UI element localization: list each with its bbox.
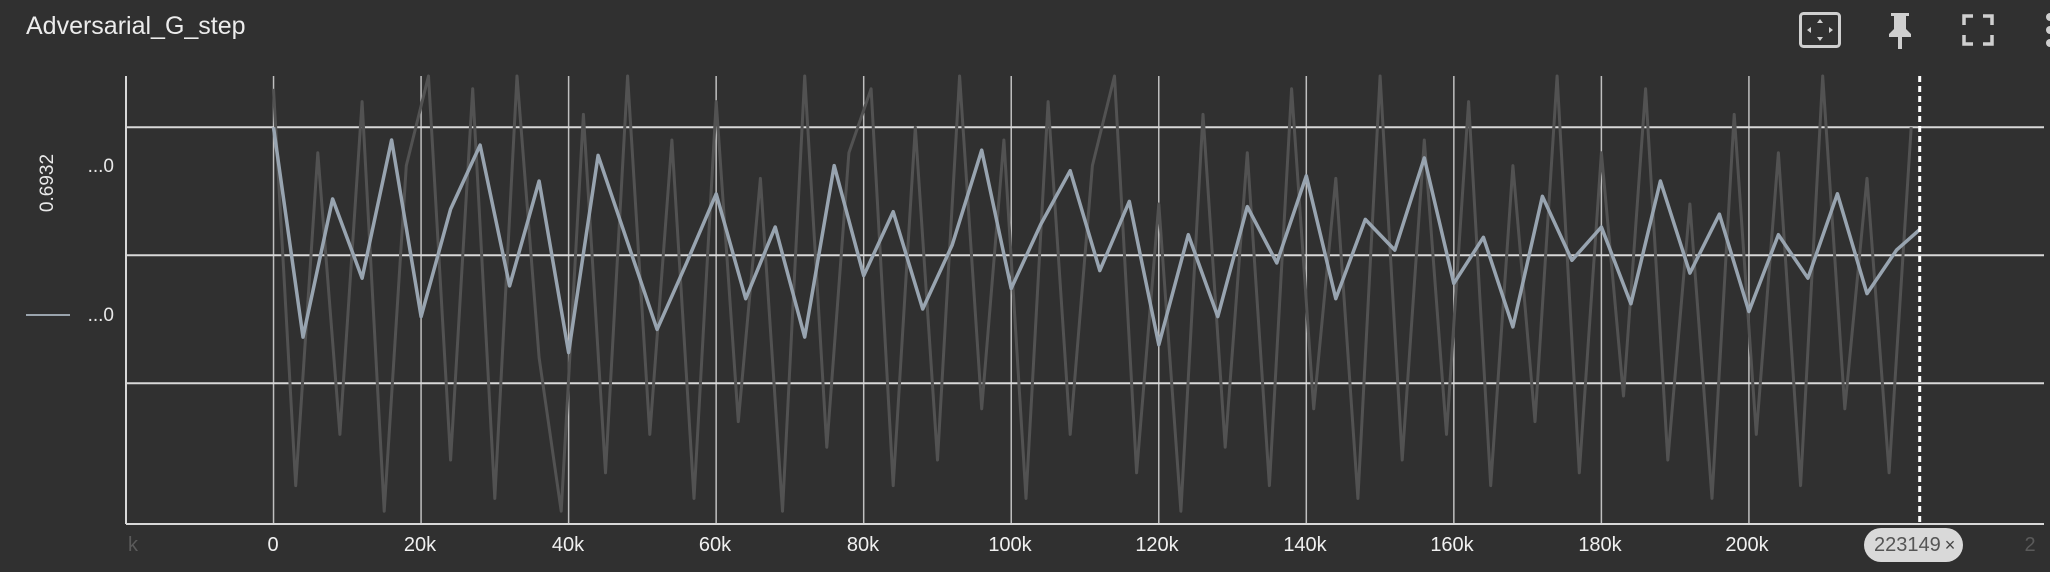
x-edge-label-right: 2 (2024, 534, 2036, 556)
close-icon[interactable]: × (1944, 534, 1956, 555)
raw-series-line (272, 74, 1913, 513)
x-tick-label: 180k (1578, 534, 1622, 556)
x-tick-label: 60k (698, 534, 732, 556)
fullscreen-button[interactable] (1956, 8, 2000, 52)
x-tick-label: 120k (1135, 534, 1179, 556)
x-edge-label-left: k (128, 534, 138, 556)
more-options-button[interactable] (2028, 8, 2050, 52)
y-tick-label: ...0 (87, 305, 114, 326)
pin-icon (1889, 13, 1911, 49)
x-tick-label: 140k (1283, 534, 1327, 556)
x-tick-label: 200k (1725, 534, 1769, 556)
x-tick-label: 0 (267, 534, 279, 556)
cursor-step-chip[interactable]: 223149 × (1864, 528, 1964, 562)
smoothed-series-layer (271, 126, 1921, 355)
x-tick-label: 40k (551, 534, 585, 556)
card-header: Adversarial_G_step (0, 0, 2050, 60)
x-tick-label: 80k (846, 534, 880, 556)
x-tick-label: 100k (988, 534, 1032, 556)
x-tick-label: 20k (403, 534, 437, 556)
smoothed-series-line (271, 126, 1921, 355)
series-legend-swatch (26, 314, 70, 316)
more-options-icon (2046, 13, 2050, 47)
fit-domain-icon (1799, 12, 1841, 48)
grid-layer (125, 76, 2044, 525)
raw-series-layer (272, 74, 1913, 513)
card-title: Adversarial_G_step (26, 12, 246, 40)
y-tick-label: ...0 (87, 156, 114, 177)
fullscreen-icon (1962, 14, 1994, 46)
pin-button[interactable] (1878, 8, 1922, 52)
x-tick-label: 160k (1430, 534, 1474, 556)
fit-domain-button[interactable] (1798, 8, 1842, 52)
cursor-step-label: 223149 (1874, 533, 1941, 556)
